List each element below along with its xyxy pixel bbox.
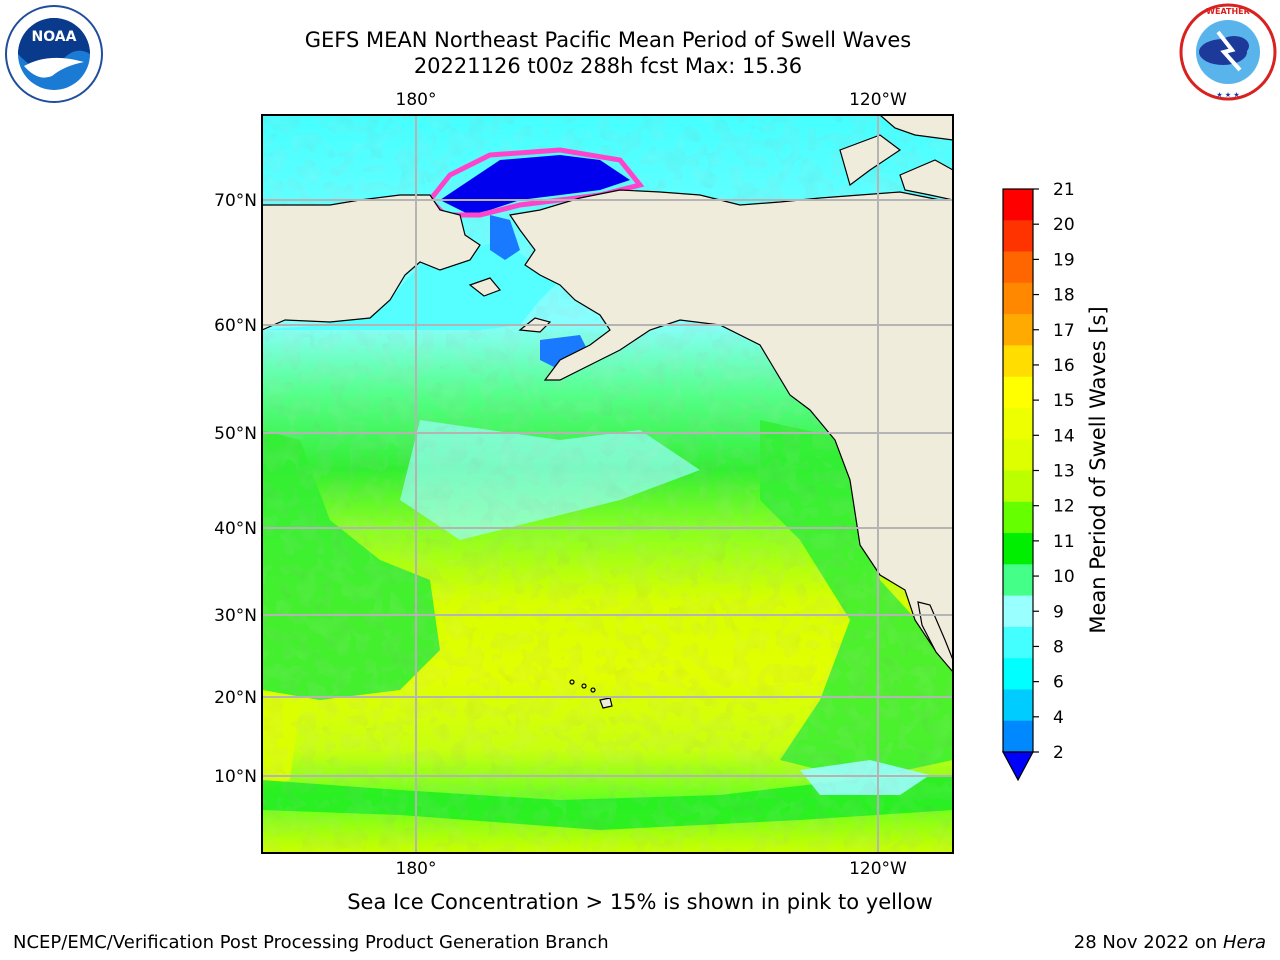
lat-label-30n: 30°N [214,606,257,626]
lon-label-bottom-180: 180° [396,859,437,879]
footer-credit: NCEP/EMC/Verification Post Processing Pr… [13,932,609,953]
nws-logo: WEATHER ★ ★ ★ [1179,3,1277,101]
lat-label-20n: 20°N [214,688,257,708]
lat-label-70n: 70°N [214,191,257,211]
chart-title: GEFS MEAN Northeast Pacific Mean Period … [304,28,912,52]
footer-date-text: 28 Nov 2022 on [1073,932,1223,953]
footer-date: 28 Nov 2022 on Hera [1074,932,1266,953]
lat-label-50n: 50°N [214,424,257,444]
graticule [262,115,953,853]
lon-label-bottom-120w: 120°W [849,859,907,879]
lat-label-60n: 60°N [214,316,257,336]
bering-sea [262,240,560,330]
bering-strait-ice [490,215,520,260]
lat-label-10n: 10°N [214,767,257,787]
svg-text:★ ★ ★: ★ ★ ★ [1216,91,1239,99]
lat-label-40n: 40°N [214,519,257,539]
sea-ice-note: Sea Ice Concentration > 15% is shown in … [347,890,933,914]
arctic-ice-edge [426,147,645,218]
lon-label-top-180: 180° [396,90,437,110]
map-frame [261,114,954,854]
svg-text:WEATHER: WEATHER [1206,7,1250,16]
lon-label-top-120w: 120°W [849,90,907,110]
footer-machine: Hera [1222,932,1266,953]
chart-subtitle: 20221126 t00z 288h fcst Max: 15.36 [413,54,803,78]
noaa-logo: NOAA [5,5,103,103]
svg-text:NOAA: NOAA [32,29,77,45]
hawaii-islands [569,679,596,693]
